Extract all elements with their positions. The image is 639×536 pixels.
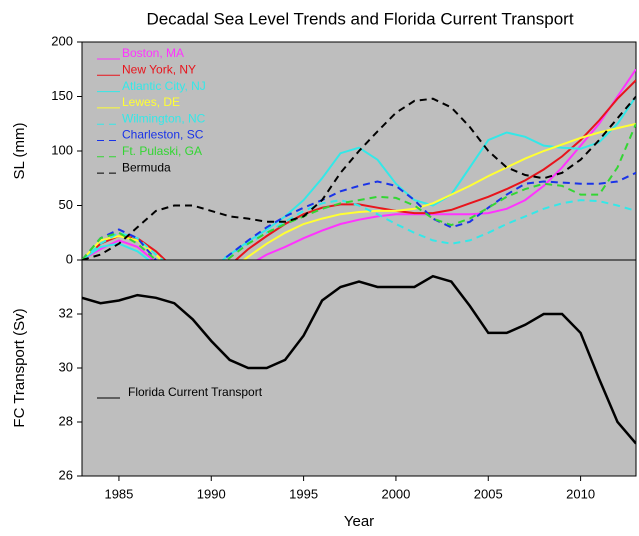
series-line xyxy=(82,122,636,260)
legend-label: Wilmington, NC xyxy=(122,111,206,125)
series-line xyxy=(82,95,636,260)
series-line xyxy=(82,274,636,445)
y-tick-label: 32 xyxy=(59,305,73,320)
x-tick-label: 1995 xyxy=(289,486,318,501)
y-tick-label: 100 xyxy=(51,142,73,157)
y-tick-label: 50 xyxy=(59,197,73,212)
series-line xyxy=(82,79,636,260)
y-tick-label: 200 xyxy=(51,33,73,48)
y-axis-label: SL (mm) xyxy=(11,123,28,180)
chart-title: Decadal Sea Level Trends and Florida Cur… xyxy=(146,9,573,28)
y-tick-label: 150 xyxy=(51,88,73,103)
series-line xyxy=(82,95,636,260)
legend-label: Florida Current Transport xyxy=(128,385,263,399)
series-line xyxy=(82,199,636,260)
legend-label: Lewes, DE xyxy=(122,95,180,109)
legend-label: Bermuda xyxy=(122,160,171,174)
x-tick-label: 2010 xyxy=(566,486,595,501)
legend-label: New York, NY xyxy=(122,62,196,76)
x-tick-label: 2005 xyxy=(474,486,503,501)
x-axis-label: Year xyxy=(344,513,374,530)
x-tick-label: 2000 xyxy=(381,486,410,501)
plot-area xyxy=(81,259,637,477)
legend-label: Atlantic City, NJ xyxy=(122,79,206,93)
legend-label: Boston, MA xyxy=(122,46,184,60)
y-axis-label: FC Transport (Sv) xyxy=(11,308,28,427)
y-tick-label: 28 xyxy=(59,413,73,428)
y-tick-label: 26 xyxy=(59,467,73,482)
series-line xyxy=(82,123,636,260)
series-line xyxy=(82,171,636,260)
y-tick-label: 30 xyxy=(59,359,73,374)
x-tick-label: 1985 xyxy=(104,486,133,501)
y-tick-label: 0 xyxy=(66,251,73,266)
series-line xyxy=(82,68,636,260)
legend-label: Ft. Pulaski, GA xyxy=(122,144,202,158)
x-tick-label: 1990 xyxy=(197,486,226,501)
legend-label: Charleston, SC xyxy=(122,128,204,142)
